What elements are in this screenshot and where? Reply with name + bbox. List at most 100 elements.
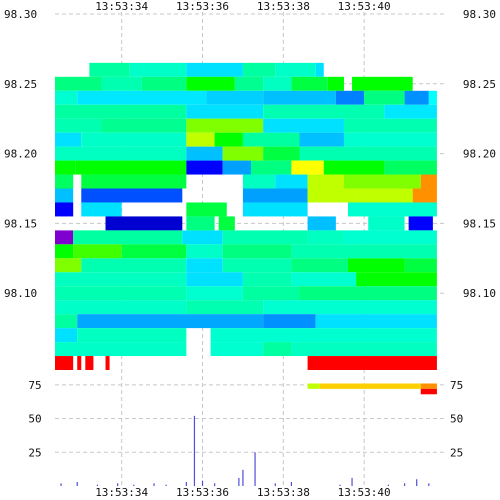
heatmap-cell — [55, 90, 78, 105]
bar — [153, 483, 155, 486]
bar — [242, 469, 244, 486]
heatmap-cell — [55, 356, 74, 370]
heatmap-cell — [77, 356, 82, 370]
heatmap-cell — [428, 90, 437, 105]
heatmap-cell — [89, 62, 130, 77]
heatmap-cell — [186, 286, 243, 301]
bar-y-tick-label-right: 75 — [450, 379, 463, 392]
heatmap-cell — [263, 76, 292, 91]
bar — [290, 481, 293, 486]
y-tick-label-left: 98.15 — [4, 217, 37, 230]
heatmap-cell — [218, 216, 235, 231]
heatmap-cell — [186, 62, 243, 77]
heatmap-cell — [263, 146, 300, 161]
heatmap-cell — [186, 202, 227, 217]
heatmap-cell — [210, 342, 264, 357]
heatmap-cell — [242, 132, 300, 147]
y-tick-label-right: 98.20 — [463, 148, 496, 161]
bar — [76, 481, 78, 486]
bar — [201, 480, 204, 486]
heatmap-cell — [408, 216, 433, 231]
heatmap-cell — [315, 314, 437, 329]
bar — [133, 484, 135, 486]
heatmap-cell — [263, 104, 385, 119]
axis-tick-labels: 13:53:34 13:53:34 13:53:36 13:53:36 13:53:38… — [4, 0, 496, 499]
y-tick-label-right: 98.30 — [463, 8, 496, 21]
bar — [96, 484, 99, 486]
bar — [416, 479, 418, 486]
heatmap-cell — [315, 62, 324, 77]
heatmap-cell — [186, 300, 264, 315]
heatmap-cell — [335, 90, 365, 105]
heatmap-cell — [55, 300, 187, 315]
heatmap-cell — [299, 146, 437, 161]
heatmap-cell — [384, 160, 437, 175]
heatmap-cell — [214, 132, 243, 147]
heatmap-cell — [242, 202, 308, 217]
bar-y-tick-label-left: 25 — [28, 446, 41, 459]
heatmap-cell — [343, 118, 437, 133]
heatmap-cell — [105, 216, 183, 231]
y-tick-label-left: 98.30 — [4, 8, 37, 21]
heatmap-cell — [404, 90, 429, 105]
heatmap-cell — [101, 76, 142, 91]
heatmap-cell — [343, 174, 421, 189]
heatmap-cell — [186, 132, 215, 147]
heatmap-cell — [323, 160, 385, 175]
x-tick-label-top: 13:53:40 — [338, 0, 391, 13]
heatmap-cell — [186, 104, 264, 119]
heatmap-layer — [55, 62, 437, 395]
heatmap-cell — [55, 314, 78, 329]
heatmap-cell — [307, 188, 357, 203]
bar-y-tick-label-right: 50 — [450, 413, 463, 426]
heatmap-cell — [101, 118, 187, 133]
heatmap-cell — [81, 258, 187, 273]
heatmap-cell — [55, 230, 74, 245]
bar-y-tick-label-right: 25 — [450, 446, 463, 459]
heatmap-cell — [77, 314, 264, 329]
heatmap-cell — [263, 314, 316, 329]
heatmap-cell — [356, 188, 413, 203]
heatmap-cell — [291, 272, 357, 287]
heatmap-cell — [234, 76, 264, 91]
heatmap-cell — [222, 160, 252, 175]
y-tick-label-left: 98.20 — [4, 148, 37, 161]
heatmap-cell — [263, 300, 437, 315]
heatmap-cell — [263, 118, 344, 133]
heatmap-cell — [242, 286, 300, 301]
heatmap-cell — [275, 174, 308, 189]
heatmap-cell — [186, 244, 223, 259]
bar — [117, 483, 119, 486]
heatmap-cell — [55, 202, 74, 217]
heatmap-cell — [368, 216, 405, 231]
heatmap-cell — [364, 90, 405, 105]
heatmap-cell — [299, 132, 344, 147]
heatmap-cell — [307, 230, 344, 245]
heatmap-cell — [186, 216, 215, 231]
heatmap-cell — [291, 258, 349, 273]
heatmap-cell — [263, 90, 336, 105]
heatmap-cell — [55, 258, 82, 273]
y-tick-label-left: 98.25 — [4, 78, 37, 91]
heatmap-cell — [85, 356, 94, 370]
bar — [428, 483, 430, 486]
heatmap-cell — [141, 76, 187, 91]
bar — [387, 484, 390, 486]
y-tick-label-left: 98.10 — [4, 287, 37, 300]
heatmap-cell — [291, 244, 437, 259]
heatmap-cell — [291, 76, 328, 91]
heatmap-cell — [242, 174, 276, 189]
bar — [214, 483, 216, 486]
x-tick-label-top: 13:53:34 — [95, 0, 148, 13]
heatmap-cell — [186, 160, 223, 175]
heatmap-cell — [186, 118, 264, 133]
x-tick-label-bottom: 13:53:38 — [257, 486, 310, 499]
heatmap-cell — [186, 76, 235, 91]
heatmap-cell — [412, 188, 437, 203]
heatmap-cell — [55, 146, 187, 161]
heatmap-cell — [291, 160, 324, 175]
heatmap-cell — [307, 356, 437, 370]
heatmap-cell — [55, 328, 78, 343]
heatmap-cell — [55, 342, 187, 357]
